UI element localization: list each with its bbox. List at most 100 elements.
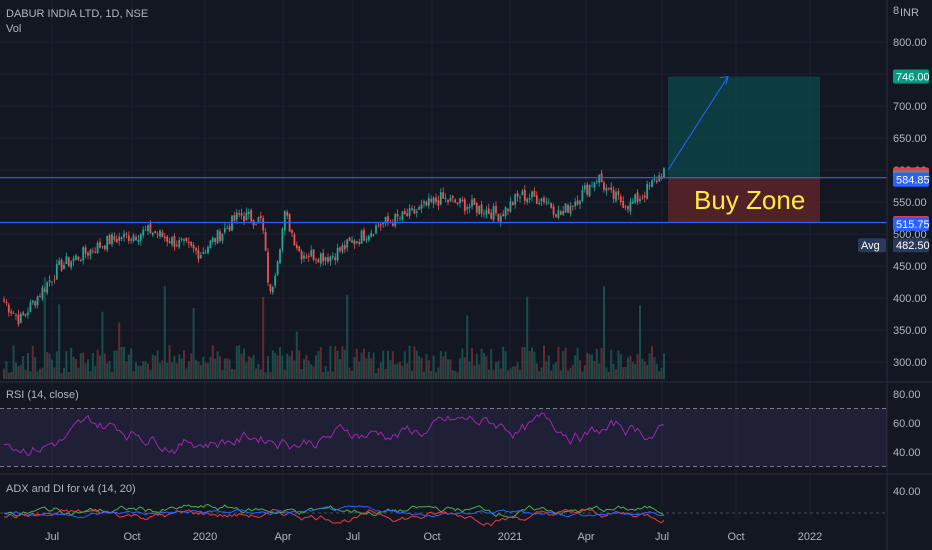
candle-body <box>605 188 608 191</box>
volume-bar <box>151 354 154 379</box>
candle-body <box>233 215 236 221</box>
candle-body <box>5 301 8 304</box>
volume-bar <box>651 346 653 379</box>
volume-bar <box>245 362 248 379</box>
candle-body <box>300 251 303 260</box>
volume-bar <box>310 364 313 379</box>
rsi-legend[interactable]: RSI (14, close) <box>6 389 79 401</box>
candle-body <box>507 208 509 211</box>
volume-bar <box>46 352 49 379</box>
adx-legend[interactable]: ADX and DI for v4 (14, 20) <box>6 483 136 495</box>
rsi-axis[interactable]: 80.00 60.00 40.00 <box>893 389 921 459</box>
volume-bar <box>147 363 149 379</box>
currency-label[interactable]: INR <box>900 7 919 19</box>
candle-body <box>315 259 317 261</box>
time-axis[interactable]: Jul Oct 2020 Apr Jul Oct 2021 Apr Jul Oct 2022 <box>45 531 822 543</box>
candle-body <box>41 287 44 299</box>
volume-bar <box>358 361 361 379</box>
adx-axis[interactable]: 40.00 <box>893 486 921 498</box>
candle-body <box>523 189 526 201</box>
candle-body <box>459 198 461 204</box>
volume-bar <box>214 358 217 379</box>
volume-bar <box>303 359 305 379</box>
candle-body <box>418 207 421 210</box>
candle-body <box>154 231 157 234</box>
volume-bar <box>432 355 435 379</box>
volume-bar <box>207 363 209 379</box>
candle-body <box>423 201 425 204</box>
candle-body <box>627 206 629 210</box>
price-axis[interactable]: 800.00750.00700.00650.00600.00550.00500.… <box>893 37 927 369</box>
projection-arrow[interactable] <box>667 75 729 171</box>
volume-bar <box>538 371 541 379</box>
candle-body <box>492 206 495 221</box>
candle-body <box>207 247 209 254</box>
candle-body <box>651 180 653 188</box>
volume-bar <box>435 372 437 379</box>
volume-bar <box>185 368 188 379</box>
volume-bar <box>490 349 493 379</box>
volume-bar <box>348 367 351 379</box>
candle-body <box>514 194 517 205</box>
volume-bar <box>286 353 289 379</box>
candle-body <box>29 302 32 313</box>
volume-bar <box>607 371 610 379</box>
candle-body <box>211 237 214 242</box>
volume-bar <box>598 363 601 379</box>
volume-bar <box>135 362 137 379</box>
volume-bar <box>655 364 658 379</box>
candle-body <box>622 200 625 208</box>
volume-bar <box>75 359 77 379</box>
volume-bar <box>204 362 207 379</box>
candle-body <box>485 210 488 215</box>
volume-bar <box>557 346 560 379</box>
candle-body <box>646 184 649 199</box>
volume-bar <box>583 365 586 379</box>
candle-body <box>351 240 353 243</box>
volume-bar <box>228 359 231 379</box>
candle-body <box>454 199 457 203</box>
candle-body <box>106 235 109 250</box>
candle-body <box>286 211 289 216</box>
volume-bar <box>197 361 200 379</box>
volume-bar <box>67 372 70 379</box>
volume-bar <box>511 366 514 379</box>
volume-bar <box>305 355 308 379</box>
symbol-title[interactable]: DABUR INDIA LTD, 1D, NSE <box>6 8 148 20</box>
candle-body <box>221 233 224 241</box>
volume-bar <box>132 371 135 379</box>
volume-bar <box>543 345 545 379</box>
candle-body <box>478 205 481 215</box>
volume-bar <box>43 277 46 379</box>
candle-body <box>550 202 553 208</box>
volume-legend[interactable]: Vol <box>6 23 21 35</box>
volume-bar <box>622 367 625 379</box>
volume-bar <box>10 371 13 379</box>
volume-bar <box>125 361 128 379</box>
candle-body <box>39 295 41 297</box>
candle-body <box>195 248 197 251</box>
volume-bar <box>187 361 190 379</box>
volume-bar <box>444 351 447 379</box>
candle-body <box>442 192 445 199</box>
avg-tag <box>858 238 886 253</box>
candle-body <box>216 229 219 244</box>
candle-body <box>96 242 99 253</box>
volume-bar <box>159 363 161 379</box>
candle-body <box>149 223 152 234</box>
candle-body <box>576 200 579 205</box>
volume-bar <box>106 363 109 379</box>
candle-body <box>317 259 320 263</box>
volume-bar <box>636 354 639 379</box>
candle-body <box>310 250 313 257</box>
price-tag <box>893 238 929 253</box>
candle-body <box>372 234 375 236</box>
candle-body <box>588 184 591 197</box>
volume-bar <box>639 305 641 379</box>
candle-body <box>31 300 34 303</box>
candle-body <box>607 188 610 189</box>
candle-body <box>279 249 281 264</box>
price-candles <box>3 167 665 327</box>
volume-bar <box>70 347 73 379</box>
